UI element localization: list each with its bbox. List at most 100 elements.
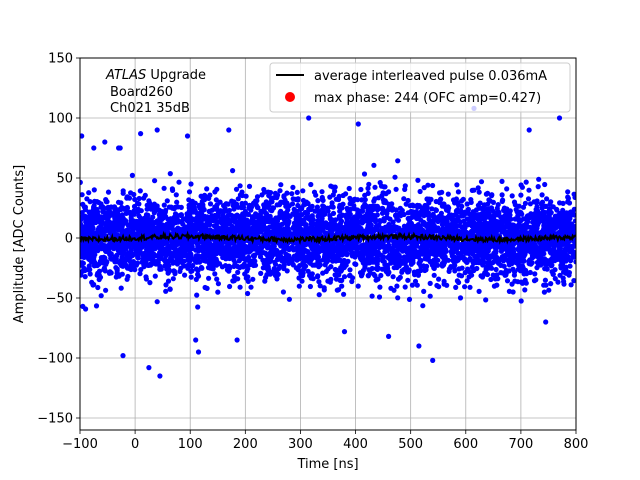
data-point bbox=[312, 208, 318, 214]
data-point bbox=[248, 284, 254, 290]
data-point bbox=[565, 194, 571, 200]
data-point bbox=[386, 189, 392, 195]
data-point bbox=[80, 224, 86, 230]
data-point bbox=[105, 216, 111, 222]
data-point bbox=[234, 226, 240, 232]
data-point bbox=[168, 216, 174, 222]
data-point bbox=[324, 259, 330, 265]
data-point bbox=[339, 267, 345, 273]
data-point bbox=[87, 271, 93, 277]
data-point bbox=[130, 259, 136, 265]
data-point bbox=[396, 252, 402, 258]
data-point bbox=[94, 199, 100, 205]
data-point bbox=[309, 213, 315, 219]
data-point bbox=[295, 202, 301, 209]
data-point bbox=[100, 209, 106, 215]
data-point bbox=[381, 217, 387, 223]
data-point bbox=[566, 243, 572, 249]
data-point bbox=[382, 249, 388, 255]
data-point bbox=[186, 189, 193, 195]
data-point bbox=[292, 228, 298, 234]
data-point bbox=[399, 268, 405, 274]
data-point bbox=[267, 214, 273, 220]
data-point bbox=[130, 220, 136, 226]
data-point bbox=[164, 251, 170, 257]
data-point bbox=[489, 214, 495, 220]
data-point bbox=[344, 217, 350, 223]
data-point bbox=[206, 261, 213, 267]
data-point bbox=[558, 241, 564, 247]
data-point bbox=[453, 284, 459, 290]
data-point bbox=[284, 219, 291, 225]
data-point bbox=[544, 196, 550, 202]
data-point bbox=[199, 265, 205, 271]
data-point bbox=[184, 211, 190, 217]
data-point bbox=[167, 171, 173, 177]
data-point bbox=[86, 263, 92, 269]
data-point bbox=[178, 213, 184, 219]
data-point bbox=[375, 240, 381, 246]
data-point bbox=[150, 214, 156, 220]
data-point bbox=[474, 265, 480, 272]
data-point bbox=[453, 211, 459, 217]
data-point bbox=[526, 187, 532, 193]
data-point bbox=[518, 279, 524, 285]
data-point bbox=[290, 184, 296, 190]
data-point bbox=[315, 273, 321, 279]
data-point bbox=[445, 191, 451, 197]
data-point bbox=[188, 216, 194, 222]
data-point bbox=[565, 216, 571, 222]
data-point bbox=[358, 186, 364, 193]
data-point bbox=[490, 208, 497, 215]
data-point bbox=[151, 210, 157, 216]
data-point bbox=[254, 204, 260, 210]
data-point bbox=[186, 202, 192, 208]
data-point bbox=[152, 273, 158, 279]
data-point bbox=[511, 269, 518, 275]
data-point bbox=[445, 204, 451, 210]
data-point bbox=[519, 211, 525, 217]
data-point bbox=[118, 285, 124, 291]
data-point bbox=[342, 244, 348, 250]
data-point bbox=[214, 276, 220, 282]
data-point bbox=[388, 246, 394, 252]
data-point bbox=[356, 219, 362, 225]
data-point bbox=[509, 260, 515, 267]
data-point bbox=[459, 265, 465, 271]
data-point bbox=[408, 260, 415, 266]
data-point bbox=[281, 265, 287, 271]
data-point bbox=[209, 265, 215, 272]
data-point bbox=[227, 220, 233, 226]
data-point bbox=[504, 186, 510, 192]
data-point bbox=[552, 267, 558, 273]
data-point bbox=[439, 189, 445, 195]
data-point bbox=[202, 192, 208, 198]
data-point bbox=[224, 255, 230, 261]
data-point bbox=[563, 264, 569, 270]
data-point bbox=[80, 214, 86, 220]
data-point bbox=[297, 222, 303, 228]
data-point bbox=[274, 218, 280, 224]
data-point bbox=[130, 227, 136, 233]
data-point bbox=[226, 226, 232, 232]
data-point bbox=[227, 283, 233, 290]
data-point bbox=[548, 199, 554, 205]
data-point bbox=[475, 185, 481, 191]
data-point bbox=[187, 227, 193, 233]
data-point bbox=[186, 242, 192, 248]
data-point bbox=[197, 205, 203, 211]
data-point bbox=[518, 264, 525, 270]
data-point bbox=[415, 177, 421, 183]
data-point bbox=[571, 278, 576, 284]
data-point bbox=[565, 189, 571, 195]
data-point bbox=[495, 257, 501, 264]
data-point bbox=[129, 172, 135, 178]
data-point bbox=[358, 225, 364, 232]
data-point bbox=[419, 248, 425, 254]
data-point bbox=[484, 226, 490, 232]
data-point bbox=[154, 299, 160, 305]
data-point bbox=[442, 241, 448, 247]
data-point bbox=[116, 273, 122, 279]
data-point bbox=[499, 178, 505, 184]
